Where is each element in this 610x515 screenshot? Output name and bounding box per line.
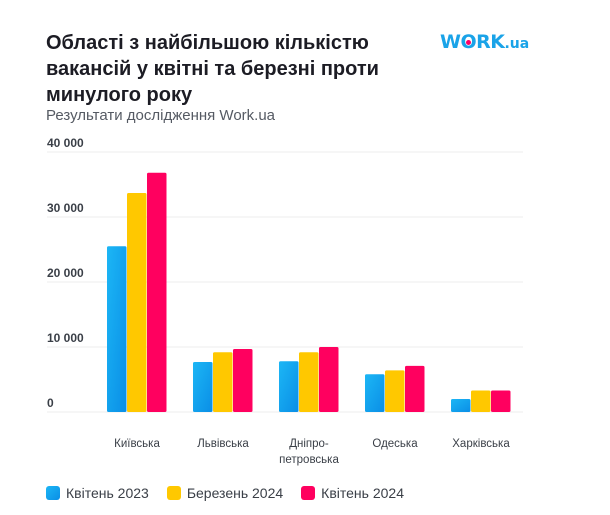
x-category-label: Одеська <box>372 438 418 450</box>
legend-item-april-2024: Квітень 2024 <box>301 485 404 501</box>
bar <box>233 348 253 412</box>
x-category-label: Дніпро-петровська <box>279 438 339 466</box>
x-axis-categories: Київська Львівська Дніпро-петровська Одеськ… <box>114 438 510 466</box>
x-category-label: Харківська <box>452 438 510 450</box>
x-category-line: Київська <box>114 438 160 450</box>
bar-chart: 0 10 000 20 000 30 000 40 000 Київська Львівс… <box>47 136 523 466</box>
y-tick-label: 40 000 <box>47 136 84 150</box>
x-category-label: Київська <box>114 438 160 450</box>
x-category-label: Львівська <box>197 438 249 450</box>
bar <box>451 399 471 412</box>
bar <box>213 352 233 412</box>
y-tick-label: 30 000 <box>47 201 84 215</box>
x-category-line: петровська <box>279 454 339 466</box>
legend-swatch <box>46 486 60 500</box>
bar <box>385 370 405 412</box>
legend-label: Березень 2024 <box>186 485 284 501</box>
bar <box>319 347 339 412</box>
chart-title: Області з найбільшою кількістю вакансій … <box>46 32 379 106</box>
bar <box>365 374 385 412</box>
logo-dot-icon <box>465 40 471 45</box>
legend-swatch <box>166 486 181 500</box>
x-category-line: Львівська <box>197 438 249 450</box>
bar <box>147 172 167 412</box>
bar <box>405 365 425 412</box>
bar <box>107 246 127 412</box>
work-ua-logo: WORK.ua <box>440 31 530 53</box>
legend: Квітень 2023 Березень 2024 Квітень 2024 <box>46 485 404 501</box>
bar <box>127 192 147 412</box>
x-category-line: Харківська <box>452 438 510 450</box>
y-axis-ticks: 0 10 000 20 000 30 000 40 000 <box>47 136 84 410</box>
bar <box>193 361 213 412</box>
legend-item-march-2024: Березень 2024 <box>166 485 284 501</box>
y-tick-label: 0 <box>47 396 54 410</box>
x-category-line: Дніпро- <box>289 438 329 450</box>
legend-item-april-2023: Квітень 2023 <box>46 485 149 501</box>
chart-subtitle: Результати дослідження Work.ua <box>46 107 276 124</box>
y-tick-label: 20 000 <box>47 266 84 280</box>
bar <box>491 390 511 412</box>
legend-label: Квітень 2024 <box>321 485 404 501</box>
bar <box>299 352 319 412</box>
legend-label: Квітень 2023 <box>66 485 149 501</box>
y-tick-label: 10 000 <box>47 331 84 345</box>
x-category-line: Одеська <box>372 438 418 450</box>
bar <box>279 361 299 412</box>
bar <box>471 390 491 412</box>
bars <box>107 172 511 412</box>
legend-swatch <box>301 486 316 500</box>
